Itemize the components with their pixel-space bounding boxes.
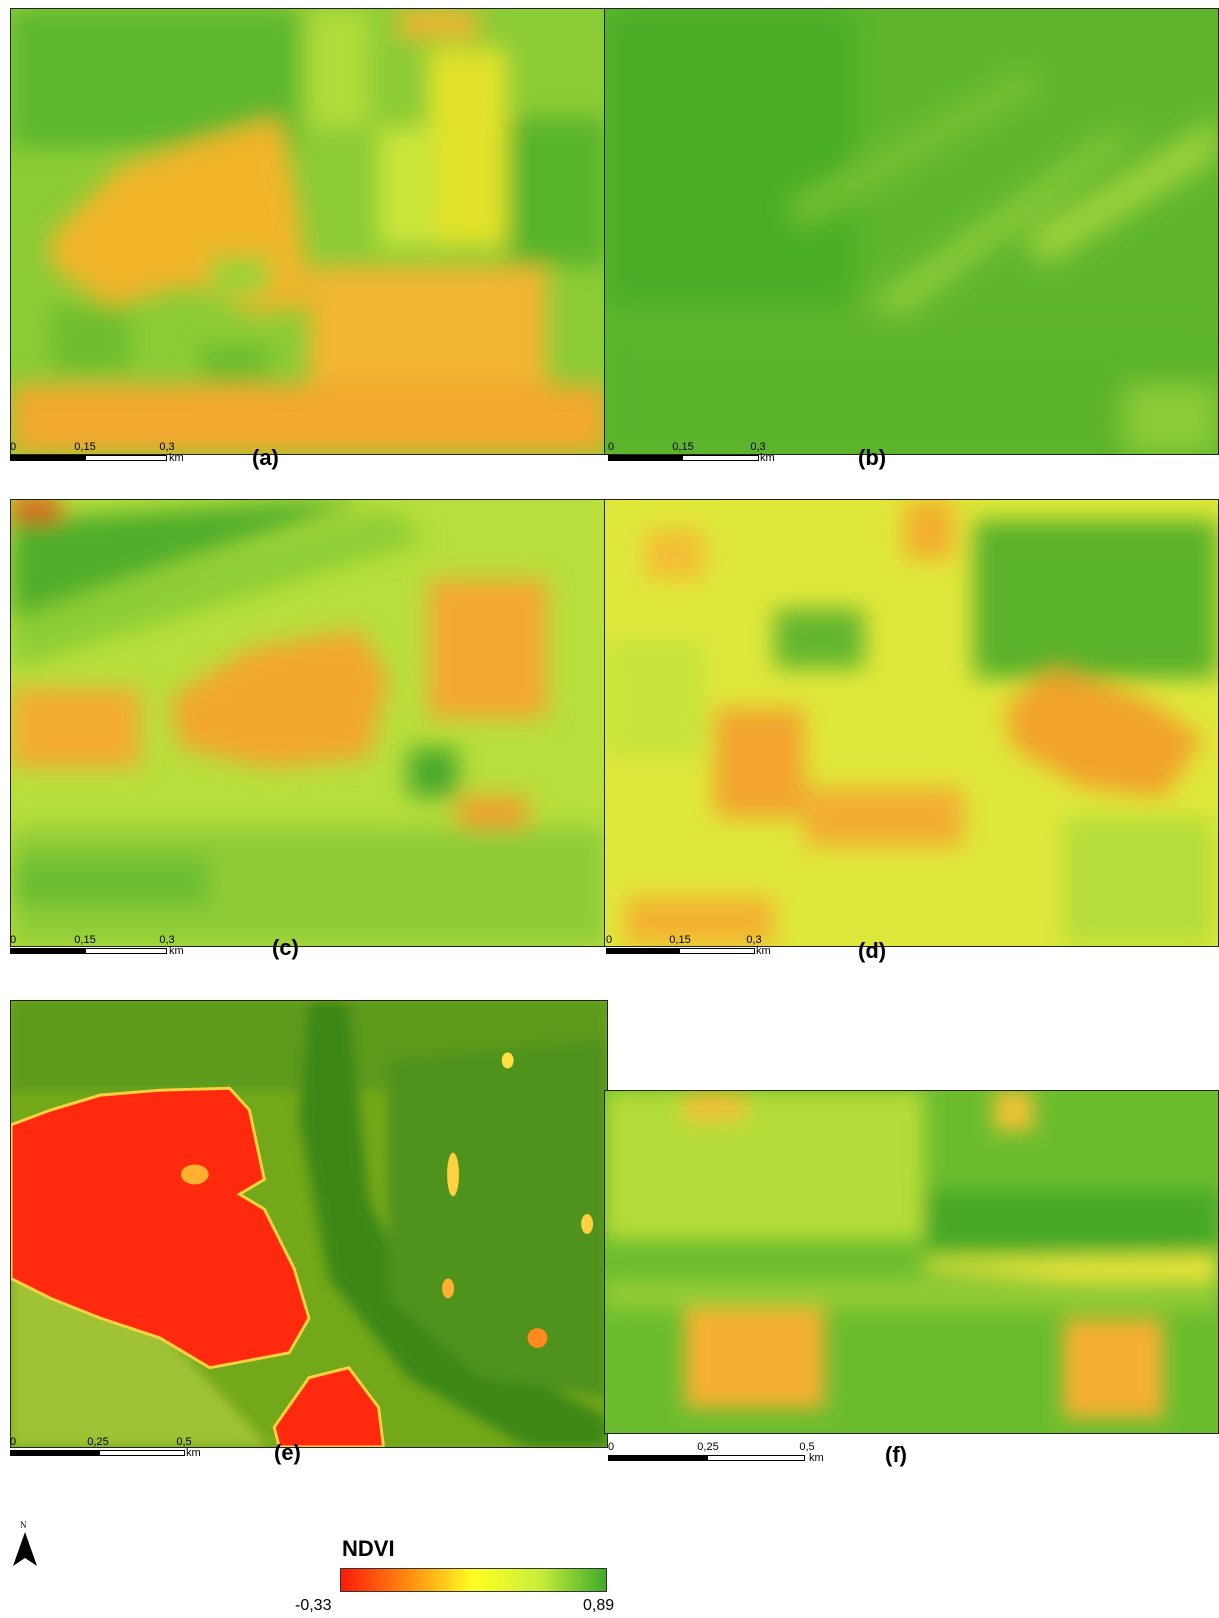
panel-label-a: (a) bbox=[252, 445, 279, 470]
north-arrow-icon: N bbox=[10, 1520, 40, 1570]
north-letter: N bbox=[20, 1520, 27, 1530]
scalebar-tick: 0 bbox=[606, 934, 613, 946]
ndvi-raster-d bbox=[605, 500, 1218, 946]
scalebar-tick: 0 bbox=[10, 1436, 17, 1448]
panel-label-e: (e) bbox=[274, 1440, 301, 1465]
panel-label-c: (c) bbox=[272, 935, 299, 960]
scalebar-tick: 0 bbox=[10, 441, 17, 453]
scalebar-segment bbox=[606, 948, 680, 954]
scalebar-unit: km bbox=[169, 945, 184, 957]
map-panel-c bbox=[10, 499, 608, 947]
scalebar-segment bbox=[608, 1455, 708, 1461]
scalebar-d: 0 0,15 0,3 km bbox=[606, 935, 796, 963]
map-panel-e bbox=[10, 1000, 608, 1448]
scalebar-tick: 0,5 bbox=[176, 1436, 192, 1448]
scalebar-c: 0 0,15 0,3 km bbox=[10, 935, 200, 963]
scalebar-tick: 0,3 bbox=[159, 441, 175, 453]
scalebar-segment bbox=[99, 1450, 185, 1456]
legend-max-label: 0,89 bbox=[583, 1597, 615, 1614]
scalebar-unit: km bbox=[760, 452, 775, 464]
scalebar-tick: 0,3 bbox=[750, 441, 766, 453]
map-panel-b bbox=[604, 8, 1219, 455]
scalebar-segment bbox=[85, 455, 167, 461]
scalebar-tick: 0,15 bbox=[74, 934, 96, 946]
ndvi-raster-f bbox=[605, 1091, 1218, 1433]
scalebar-b: 0 0,15 0,3 km bbox=[608, 442, 798, 470]
ndvi-raster-c bbox=[11, 500, 607, 946]
scalebar-unit: km bbox=[186, 1447, 201, 1459]
map-panel-d bbox=[604, 499, 1219, 947]
scalebar-tick: 0,5 bbox=[799, 1441, 815, 1453]
scalebar-unit: km bbox=[169, 452, 184, 464]
scalebar-tick: 0,3 bbox=[159, 934, 175, 946]
scalebar-segment bbox=[682, 455, 759, 461]
scalebar-tick: 0,15 bbox=[669, 934, 691, 946]
legend-color-ramp bbox=[340, 1568, 607, 1592]
panel-label-d: (d) bbox=[858, 938, 887, 963]
scalebar-tick: 0,25 bbox=[697, 1441, 719, 1453]
scalebar-segment bbox=[10, 1450, 100, 1456]
scalebar-tick: 0 bbox=[608, 1441, 615, 1453]
scalebar-tick: 0 bbox=[10, 934, 17, 946]
map-panel-a bbox=[10, 8, 608, 455]
scalebar-a: 0 0,15 0,3 km bbox=[10, 442, 200, 470]
scalebar-segment bbox=[10, 948, 86, 954]
scalebar-segment bbox=[608, 455, 683, 461]
scalebar-segment bbox=[679, 948, 755, 954]
legend-min-label: -0,33 bbox=[295, 1597, 332, 1614]
panel-label-f: (f) bbox=[885, 1442, 907, 1467]
scalebar-tick: 0 bbox=[608, 441, 615, 453]
scalebar-segment bbox=[85, 948, 167, 954]
scalebar-segment bbox=[10, 455, 86, 461]
scalebar-tick: 0,3 bbox=[746, 934, 762, 946]
scalebar-f: 0 0,25 0,5 km bbox=[608, 1442, 838, 1470]
legend-title: NDVI bbox=[342, 1536, 395, 1561]
scalebar-unit: km bbox=[809, 1452, 824, 1464]
ndvi-raster-a bbox=[11, 9, 607, 454]
scalebar-tick: 0,25 bbox=[87, 1436, 109, 1448]
ndvi-raster-b bbox=[605, 9, 1218, 454]
panel-label-b: (b) bbox=[858, 445, 887, 470]
scalebar-unit: km bbox=[756, 945, 771, 957]
scalebar-tick: 0,15 bbox=[74, 441, 96, 453]
scalebar-segment bbox=[707, 1455, 805, 1461]
scalebar-tick: 0,15 bbox=[672, 441, 694, 453]
ndvi-raster-e bbox=[11, 1001, 607, 1447]
scalebar-e: 0 0,25 0,5 km bbox=[10, 1437, 210, 1465]
map-panel-f bbox=[604, 1090, 1219, 1434]
